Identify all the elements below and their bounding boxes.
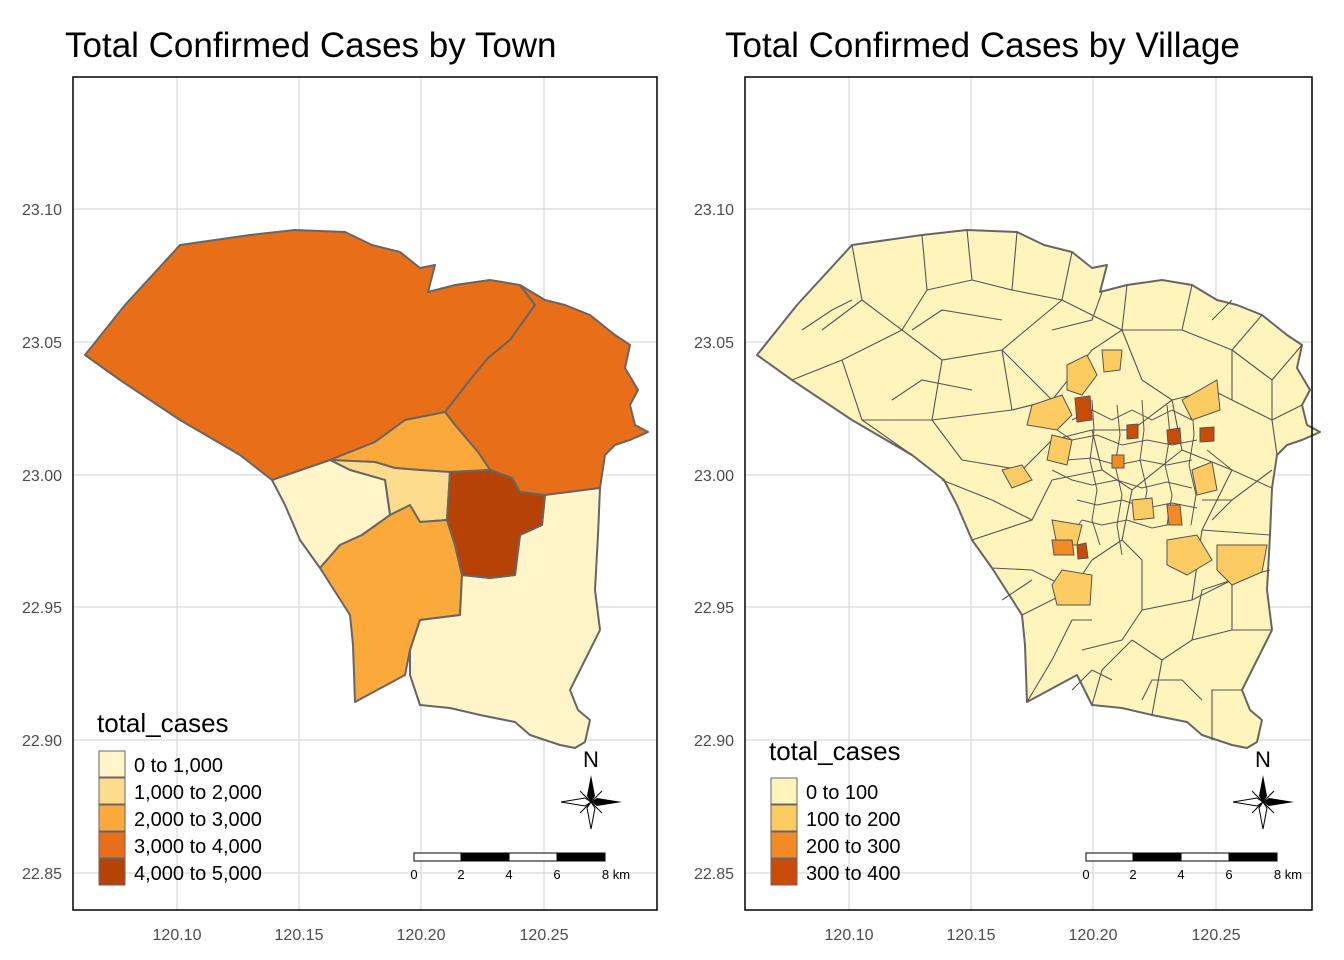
y-tick-label: 22.85 [22, 866, 62, 883]
legend-swatch [770, 777, 798, 805]
village-300-400 [1166, 427, 1182, 445]
x-tick-label: 120.10 [153, 927, 202, 944]
village-map-frame [744, 76, 1313, 911]
legend-label: 0 to 1,000 [134, 755, 223, 777]
legend-label: 1,000 to 2,000 [134, 782, 262, 804]
y-tick-label: 23.05 [22, 335, 62, 352]
town-highlight [446, 469, 546, 579]
town-legend: total_cases 0 to 1,000 1,000 to 2,000 2,… [97, 708, 262, 886]
village-100-200 [1131, 497, 1155, 521]
village-100-200 [1101, 349, 1123, 373]
town-map-frame [72, 76, 658, 911]
village-200-300 [1166, 504, 1183, 526]
y-tick-label: 22.95 [694, 600, 734, 617]
legend-label: 200 to 300 [806, 836, 901, 858]
village-100-200 [1181, 379, 1221, 421]
village-300-400 [1126, 423, 1139, 440]
legend-swatch [98, 777, 126, 805]
village-100-200 [1166, 534, 1213, 576]
legend-title: total_cases [769, 736, 901, 766]
y-tick-label: 22.90 [694, 733, 734, 750]
scale-label: 6 [553, 867, 560, 882]
village-300-400 [1074, 395, 1093, 423]
town-x-axis: 120.10 120.15 120.20 120.25 [153, 927, 569, 944]
y-tick-label: 23.00 [694, 468, 734, 485]
village-legend: total_cases 0 to 100 100 to 200 200 to 3… [769, 736, 901, 886]
village-dense-boundaries [1051, 399, 1233, 556]
legend-label: 300 to 400 [806, 863, 901, 885]
y-tick-label: 23.05 [694, 335, 734, 352]
y-tick-label: 22.95 [22, 600, 62, 617]
legend-swatch [770, 831, 798, 859]
village-100-200 [1051, 569, 1093, 606]
village-map-title: Total Confirmed Cases by Village [725, 26, 1240, 65]
village-100-200 [1046, 434, 1073, 466]
north-label: N [1255, 747, 1271, 772]
scale-label: 8 km [602, 867, 630, 882]
town-north-east [444, 284, 649, 496]
scale-label: 6 [1225, 867, 1232, 882]
scale-label: 4 [505, 867, 512, 882]
village-100-200 [1216, 544, 1268, 586]
x-tick-label: 120.10 [825, 927, 874, 944]
village-300-400 [1199, 426, 1215, 443]
village-200-300 [1111, 454, 1125, 469]
x-tick-label: 120.25 [1192, 927, 1241, 944]
legend-title: total_cases [97, 708, 229, 738]
village-100-200 [1026, 394, 1073, 431]
town-map: 23.10 23.05 23.00 22.95 22.90 22.85 120.… [22, 76, 658, 944]
x-tick-label: 120.20 [397, 927, 446, 944]
x-tick-label: 120.15 [275, 927, 324, 944]
scale-label: 2 [1129, 867, 1136, 882]
village-200-300 [1051, 539, 1075, 556]
scale-label: 0 [1082, 867, 1089, 882]
village-100-200 [1066, 354, 1098, 396]
y-tick-label: 23.10 [694, 202, 734, 219]
town-map-title: Total Confirmed Cases by Town [65, 26, 557, 65]
scale-bar: 0 2 4 6 8 km [410, 852, 630, 882]
scale-label: 2 [457, 867, 464, 882]
x-tick-label: 120.25 [520, 927, 569, 944]
village-x-axis: 120.10 120.15 120.20 120.25 [825, 927, 1241, 944]
scale-label: 4 [1177, 867, 1184, 882]
legend-swatch [98, 858, 126, 886]
scale-bar: 0 2 4 6 8 km [1082, 852, 1302, 882]
x-tick-label: 120.15 [947, 927, 996, 944]
legend-swatch [770, 804, 798, 832]
scale-label: 8 km [1274, 867, 1302, 882]
village-outline [756, 229, 1321, 749]
legend-swatch [98, 804, 126, 832]
legend-label: 0 to 100 [806, 782, 878, 804]
y-tick-label: 23.10 [22, 202, 62, 219]
y-tick-label: 22.85 [694, 866, 734, 883]
legend-swatch [770, 858, 798, 886]
north-label: N [583, 747, 599, 772]
y-tick-label: 23.00 [22, 468, 62, 485]
legend-label: 100 to 200 [806, 809, 901, 831]
compass-rose-icon: N [1232, 747, 1294, 830]
legend-swatch [98, 750, 126, 778]
village-300-400 [1076, 542, 1089, 560]
legend-label: 4,000 to 5,000 [134, 863, 262, 885]
legend-swatch [98, 831, 126, 859]
town-y-axis: 23.10 23.05 23.00 22.95 22.90 22.85 [22, 202, 62, 883]
town-polygons [84, 229, 649, 749]
legend-label: 2,000 to 3,000 [134, 809, 262, 831]
village-y-axis: 23.10 23.05 23.00 22.95 22.90 22.85 [694, 202, 734, 883]
legend-label: 3,000 to 4,000 [134, 836, 262, 858]
scale-label: 0 [410, 867, 417, 882]
village-100-200 [1001, 464, 1033, 489]
village-highlights [1001, 349, 1268, 606]
village-100-200 [1191, 461, 1218, 496]
compass-rose-icon: N [560, 747, 622, 830]
village-map: 23.10 23.05 23.00 22.95 22.90 22.85 120.… [694, 76, 1321, 944]
x-tick-label: 120.20 [1069, 927, 1118, 944]
y-tick-label: 22.90 [22, 733, 62, 750]
